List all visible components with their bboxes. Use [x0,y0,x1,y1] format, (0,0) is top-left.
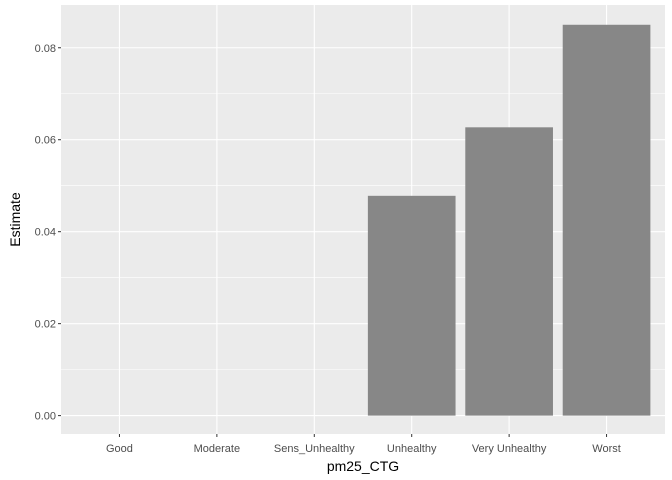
bar-very-unhealthy [465,127,553,416]
x-tick-label: Very Unhealthy [472,443,547,455]
bars [367,24,651,416]
x-tick-label: Sens_Unhealthy [274,443,355,455]
bar-unhealthy [367,195,456,416]
y-tick-label: 0.06 [35,135,56,147]
y-axis: 0.00 0.02 0.04 0.06 0.08 [35,43,61,423]
x-axis: Good Moderate Sens_Unhealthy Unhealthy Very … [106,434,621,455]
x-tick-label: Unhealthy [387,443,437,455]
x-tick-label: Worst [592,443,621,455]
y-tick-label: 0.04 [35,227,56,239]
y-tick-label: 0.02 [35,319,56,331]
bar-worst [562,24,651,416]
y-tick-label: 0.00 [35,411,56,423]
y-axis-title: Estimate [7,192,23,247]
x-tick-label: Moderate [194,443,240,455]
x-tick-label: Good [106,443,133,455]
y-tick-label: 0.08 [35,43,56,55]
x-axis-title: pm25_CTG [327,458,399,474]
